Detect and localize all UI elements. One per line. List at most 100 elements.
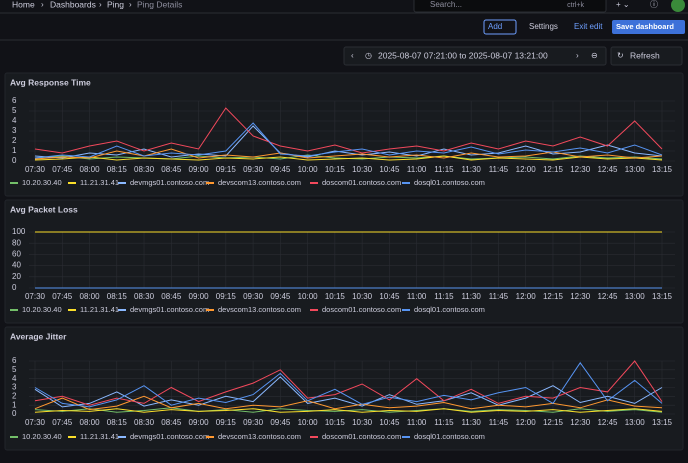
x-tick-label: 08:15 — [107, 165, 128, 174]
panel-title: Avg Response Time — [10, 77, 91, 87]
x-tick-label: 11:30 — [461, 418, 481, 427]
save-button[interactable] — [612, 20, 685, 34]
legend-swatch — [10, 182, 18, 184]
y-tick-label: 4 — [12, 116, 17, 125]
search-box[interactable] — [413, 0, 607, 13]
add-label: Add — [488, 22, 502, 31]
x-tick-label: 13:00 — [625, 165, 646, 174]
x-tick-label: 13:15 — [652, 418, 673, 427]
x-tick-label: 08:30 — [134, 292, 155, 301]
legend-label: 11.21.31.41 — [80, 305, 119, 314]
crumb[interactable]: Home — [12, 0, 35, 9]
time-picker[interactable] — [343, 46, 607, 66]
x-tick-label: 12:45 — [597, 418, 618, 427]
sep: › — [41, 0, 44, 9]
legend-label: doscom01.contoso.com — [322, 305, 401, 314]
legend-swatch — [118, 182, 126, 184]
x-tick-label: 08:30 — [134, 418, 155, 427]
x-tick-label: 12:30 — [570, 292, 591, 301]
y-tick-label: 3 — [12, 126, 17, 135]
help-icon[interactable]: ⓘ — [650, 0, 658, 9]
x-tick-label: 10:15 — [325, 418, 346, 427]
x-tick-label: 12:00 — [516, 418, 537, 427]
prev[interactable]: ‹ — [351, 51, 354, 60]
legend-label: 10.20.30.40 — [22, 432, 62, 441]
sep: › — [99, 0, 102, 9]
x-tick-label: 11:15 — [434, 418, 454, 427]
x-tick-label: 08:15 — [107, 292, 128, 301]
x-tick-label: 09:00 — [189, 292, 210, 301]
series-line — [34, 395, 663, 411]
add-button[interactable] — [483, 19, 517, 35]
avatar[interactable] — [671, 0, 685, 12]
x-tick-label: 07:30 — [25, 292, 46, 301]
legend-swatch — [68, 182, 76, 184]
legend-swatch — [310, 309, 318, 311]
refresh-button[interactable] — [610, 46, 683, 66]
legend-label: devscom13.contoso.com — [218, 305, 301, 314]
x-tick-label: 08:45 — [161, 418, 182, 427]
legend-label: devscom13.contoso.com — [218, 432, 301, 441]
legend-swatch — [206, 309, 214, 311]
x-tick-label: 09:15 — [216, 292, 237, 301]
x-tick-label: 12:15 — [543, 418, 564, 427]
plus-icon[interactable]: + ⌄ — [616, 0, 630, 9]
legend-label: dosql01.contoso.com — [414, 305, 485, 314]
crumb[interactable]: Ping — [107, 0, 124, 9]
next[interactable]: › — [576, 51, 579, 60]
y-tick-label: 5 — [12, 106, 17, 115]
x-tick-label: 11:30 — [461, 292, 481, 301]
x-tick-label: 09:15 — [216, 165, 237, 174]
refresh-label: Refresh — [630, 50, 660, 60]
x-tick-label: 10:30 — [352, 165, 373, 174]
panel-title: Average Jitter — [10, 331, 67, 341]
legend-swatch — [402, 436, 410, 438]
crumb[interactable]: Dashboards — [50, 0, 96, 9]
legend-label: 10.20.30.40 — [22, 178, 62, 187]
settings-button[interactable]: Settings — [529, 22, 558, 31]
zoom-out[interactable]: ⊖ — [591, 51, 598, 60]
x-tick-label: 10:00 — [298, 418, 319, 427]
x-tick-label: 07:45 — [52, 418, 73, 427]
x-tick-label: 10:30 — [352, 418, 373, 427]
legend-label: dosql01.contoso.com — [414, 432, 485, 441]
y-tick-label: 1 — [12, 400, 17, 409]
x-tick-label: 09:45 — [270, 165, 291, 174]
legend-label: doscom01.contoso.com — [322, 178, 401, 187]
y-tick-label: 3 — [12, 383, 17, 392]
clock-icon: ◷ — [365, 51, 372, 60]
x-tick-label: 08:00 — [80, 418, 101, 427]
x-tick-label: 09:45 — [270, 292, 291, 301]
series-line — [34, 408, 663, 413]
y-tick-label: 6 — [12, 356, 17, 365]
y-tick-label: 2 — [12, 391, 17, 400]
x-tick-label: 08:00 — [80, 165, 101, 174]
x-tick-label: 09:00 — [189, 418, 210, 427]
y-tick-label: 6 — [12, 96, 17, 105]
legend-label: 11.21.31.41 — [80, 432, 119, 441]
x-tick-label: 07:45 — [52, 292, 73, 301]
series-line — [34, 148, 663, 160]
x-tick-label: 13:00 — [625, 418, 646, 427]
x-tick-label: 10:45 — [379, 292, 400, 301]
x-tick-label: 12:15 — [543, 165, 564, 174]
x-tick-label: 11:30 — [461, 165, 481, 174]
sep: › — [129, 0, 132, 9]
search-placeholder: Search... — [430, 0, 462, 9]
panel — [4, 326, 684, 451]
legend-swatch — [206, 436, 214, 438]
legend-label: devmgs01.contoso.com — [130, 432, 209, 441]
x-tick-label: 12:00 — [516, 165, 537, 174]
x-tick-label: 12:30 — [570, 165, 591, 174]
x-tick-label: 09:30 — [243, 165, 264, 174]
exit-edit-button[interactable]: Exit edit — [574, 22, 603, 31]
x-tick-label: 07:45 — [52, 165, 73, 174]
legend-label: dosql01.contoso.com — [414, 178, 485, 187]
legend-swatch — [118, 309, 126, 311]
x-tick-label: 11:00 — [407, 292, 427, 301]
legend-label: devscom13.contoso.com — [218, 178, 301, 187]
legend-swatch — [310, 182, 318, 184]
x-tick-label: 09:30 — [243, 418, 264, 427]
x-tick-label: 13:15 — [652, 165, 673, 174]
